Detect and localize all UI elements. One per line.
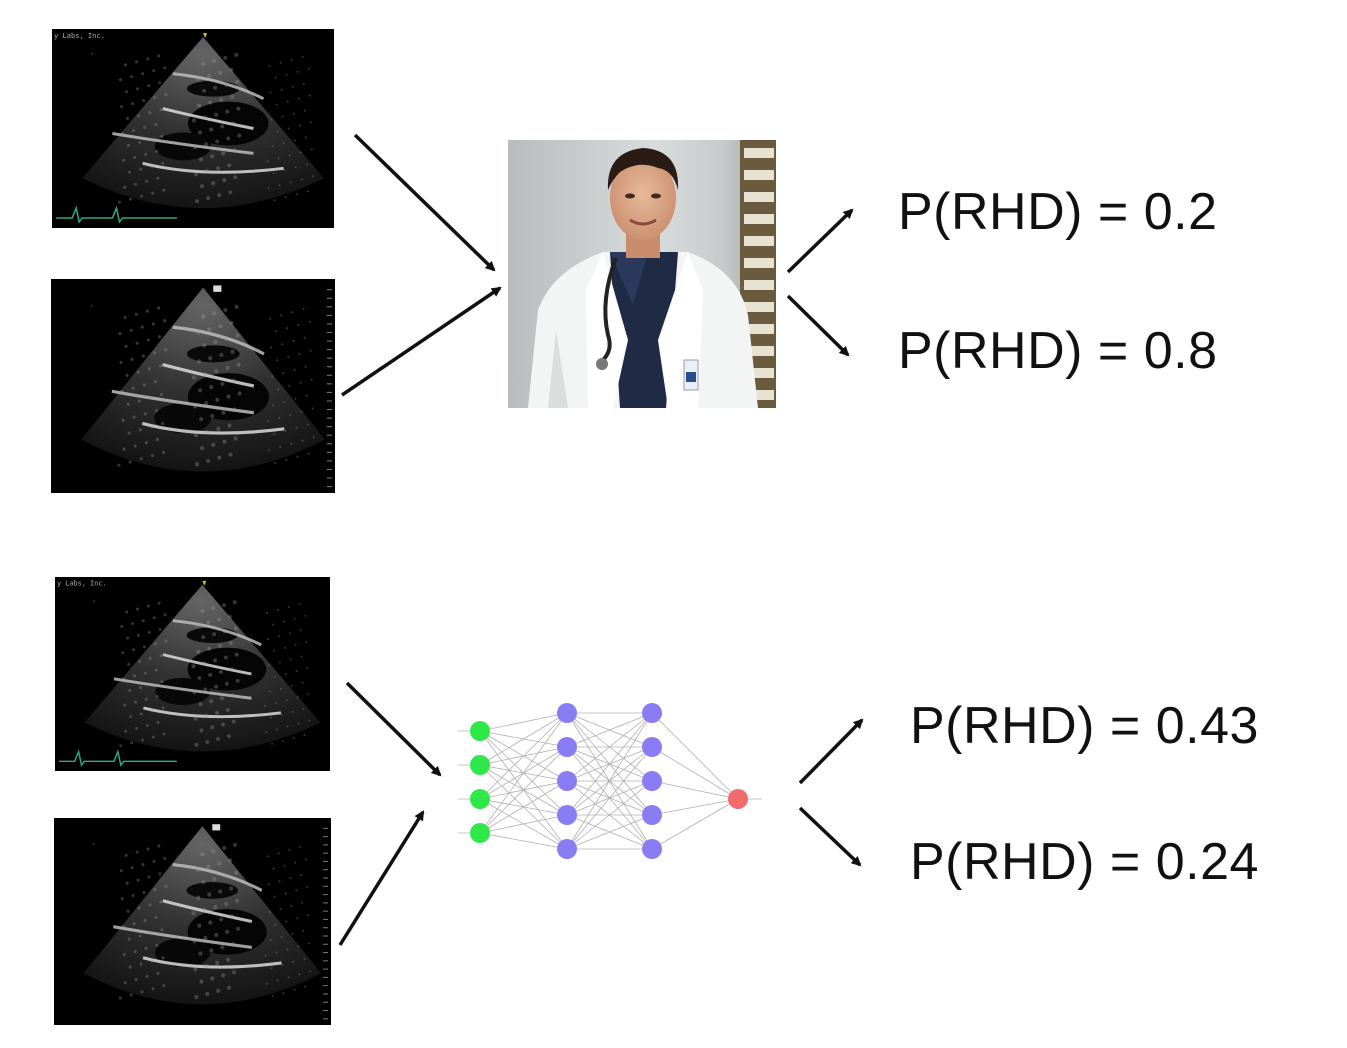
nn-edge — [566, 712, 653, 782]
nn-edge — [479, 712, 568, 766]
nn-edge — [479, 832, 568, 850]
nn-edge — [479, 814, 568, 834]
nn-edge — [566, 746, 653, 850]
nn-edge — [651, 712, 739, 800]
svg-text:y Labs, Inc.: y Labs, Inc. — [54, 32, 105, 40]
arrow-doctor-to-pred1 — [786, 208, 854, 274]
nn-edge — [651, 798, 739, 850]
arrow-echo1-to-doctor — [353, 133, 496, 272]
nn-output-node — [728, 789, 748, 809]
neural-network-diagram — [458, 703, 762, 859]
nn-hidden-node — [642, 771, 662, 791]
arrow-echo3-to-nn — [345, 681, 442, 777]
nn-edge — [566, 712, 653, 816]
nn-hidden-node — [557, 771, 577, 791]
echo-image-top-2 — [51, 279, 335, 493]
nn-input-node — [470, 721, 490, 741]
nn-input-node — [470, 823, 490, 843]
nn-hidden-node — [557, 703, 577, 723]
nn-edge — [479, 712, 568, 732]
nn-edge — [479, 780, 568, 834]
doctor-prediction-1: P(RHD) = 0.2 — [898, 183, 1218, 241]
doctor-photo — [508, 140, 776, 408]
echo-image-bottom-2 — [54, 818, 331, 1025]
doctor-prediction-2: P(RHD) = 0.8 — [898, 322, 1218, 380]
svg-text:y Labs, Inc.: y Labs, Inc. — [57, 580, 107, 588]
nn-hidden-node — [642, 805, 662, 825]
arrow-nn-to-pred1 — [798, 718, 864, 785]
nn-edge — [479, 712, 568, 834]
nn-edge — [479, 746, 568, 834]
arrow-doctor-to-pred2 — [786, 294, 850, 357]
echo-image-bottom-1: y Labs, Inc. — [55, 577, 330, 771]
nn-edge — [651, 780, 739, 800]
arrow-echo2-to-doctor — [341, 286, 502, 397]
model-prediction-2: P(RHD) = 0.24 — [910, 833, 1259, 891]
nn-edge — [651, 746, 739, 800]
nn-edge — [651, 798, 739, 816]
echo-image-top-1: y Labs, Inc. — [52, 29, 334, 228]
nn-edge — [566, 712, 653, 850]
nn-edge — [566, 712, 653, 748]
nn-edge — [566, 780, 653, 850]
nn-input-node — [470, 755, 490, 775]
arrow-echo4-to-nn — [338, 810, 425, 946]
nn-hidden-node — [642, 737, 662, 757]
nn-edge — [479, 712, 568, 800]
nn-hidden-node — [642, 703, 662, 723]
model-prediction-1: P(RHD) = 0.43 — [910, 697, 1259, 755]
nn-hidden-node — [557, 839, 577, 859]
nn-hidden-node — [557, 805, 577, 825]
nn-hidden-node — [557, 737, 577, 757]
nn-edge — [566, 814, 653, 850]
nn-hidden-node — [642, 839, 662, 859]
arrow-nn-to-pred2 — [798, 806, 862, 867]
nn-input-node — [470, 789, 490, 809]
